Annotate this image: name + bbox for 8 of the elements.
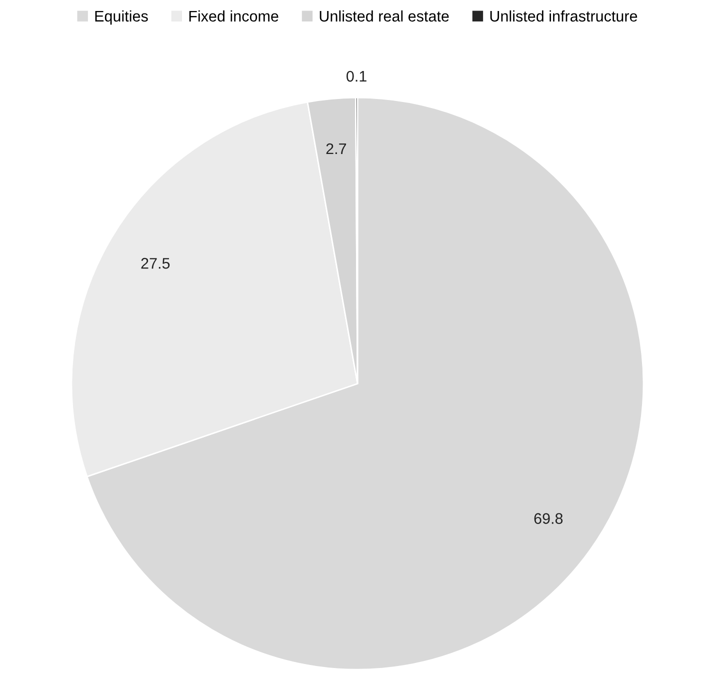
data-label: 27.5 — [141, 258, 170, 269]
legend-label: Unlisted infrastructure — [490, 10, 638, 22]
legend-label: Equities — [95, 10, 148, 25]
legend-label: Fixed income — [189, 10, 278, 22]
legend-label: Unlisted real estate — [320, 10, 449, 22]
data-label: 69.8 — [534, 513, 563, 524]
data-label: 2.7 — [326, 143, 346, 154]
data-label: 0.1 — [346, 70, 366, 82]
